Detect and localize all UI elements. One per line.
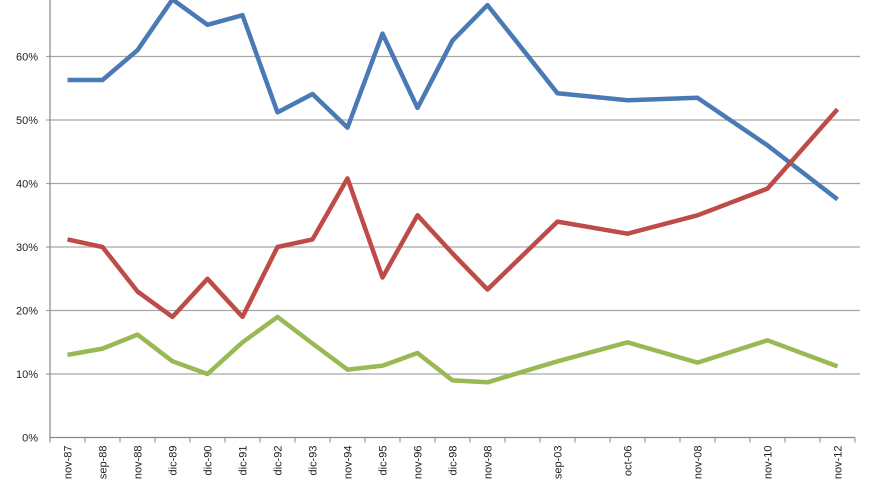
x-tick-label: nov-98: [483, 446, 495, 480]
x-tick-label: dic-89: [168, 446, 180, 476]
y-tick-label: 0%: [22, 433, 38, 445]
x-tick-label: sep-03: [553, 446, 565, 480]
x-tick-label: oct-06: [623, 446, 635, 477]
x-tick-label: nov-88: [133, 446, 145, 480]
series-lines: [67, 0, 840, 385]
y-tick-label: 20%: [16, 306, 38, 318]
x-tick-label: dic-92: [273, 446, 285, 476]
x-tick-label: sep-88: [98, 446, 110, 480]
gridlines: [46, 55, 860, 375]
x-tick-label: nov-08: [693, 446, 705, 480]
x-tick-label: dic-90: [203, 446, 215, 476]
y-tick-label: 50%: [16, 115, 38, 127]
x-tick-label: nov-12: [833, 446, 845, 480]
y-tick-label: 40%: [16, 179, 38, 191]
y-tick-label: 60%: [16, 52, 38, 64]
series-line-2: [67, 107, 840, 320]
x-axis: nov-87 sep-88 nov-88 dic-89 dic-90 dic-91 dic-…: [49, 436, 856, 480]
x-tick-label: dic-91: [238, 446, 250, 476]
x-tick-label: nov-10: [763, 446, 775, 480]
x-tick-label: dic-95: [378, 446, 390, 476]
x-tick-label: dic-93: [308, 446, 320, 476]
y-tick-label: 30%: [16, 242, 38, 254]
x-tick-label: nov-87: [63, 446, 75, 480]
y-tick-label: 10%: [16, 369, 38, 381]
series-line-1: [67, 0, 839, 202]
y-axis: 0%10%20%30%40%50%60%70%: [16, 0, 51, 445]
x-tick-label: nov-94: [343, 446, 355, 480]
x-tick-label: dic-98: [448, 446, 460, 476]
x-tick-label: nov-96: [413, 446, 425, 480]
series-line-3: [67, 314, 839, 385]
